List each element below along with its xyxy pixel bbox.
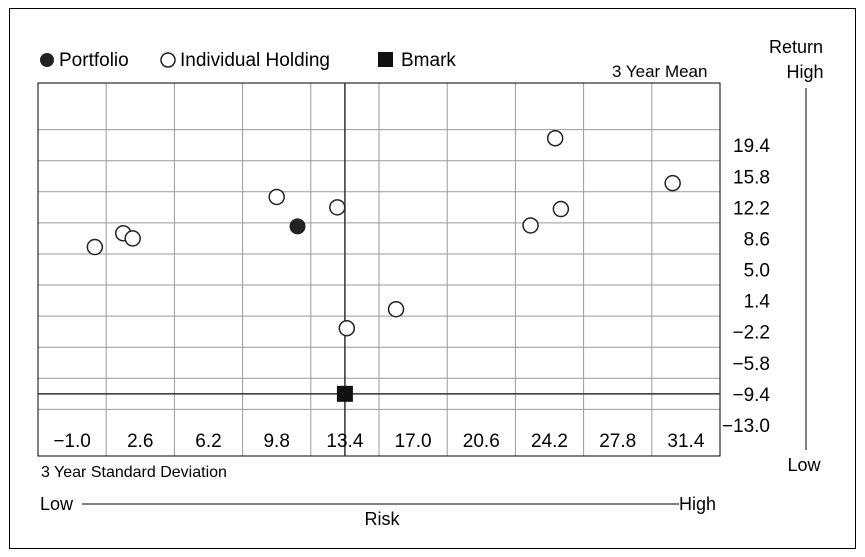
holding-point [546,130,564,147]
return-label: Return [769,37,823,57]
y-axis-label: 3 Year Mean [612,62,707,81]
risk-label: Risk [365,509,401,529]
risk-low-label: Low [40,494,74,514]
legend-bmark-label: Bmark [401,50,456,71]
legend-portfolio-label: Portfolio [59,50,129,71]
x-tick-label: 9.8 [263,431,289,452]
x-tick-label: −1.0 [53,431,91,452]
legend-holding-marker [160,52,176,68]
return-high-label: High [786,62,823,82]
x-tick-label: 31.4 [667,431,704,452]
holding-point [338,319,356,337]
holding-point [664,174,681,192]
y-tick-labels: 19.4 15.8 12.2 8.6 5.0 1.4 −2.2 −5.8 −9.4 −13.0 [722,136,771,437]
grid [38,83,720,456]
y-tick-label: 19.4 [733,136,770,157]
bmark-point [336,385,353,402]
x-tick-label: 13.4 [326,431,363,452]
legend-portfolio-marker [40,53,54,67]
x-tick-label: 27.8 [599,431,636,452]
holding-point [268,188,285,206]
y-tick-label: 8.6 [744,229,770,250]
holding-point [387,300,405,318]
y-tick-label: −5.8 [732,354,770,375]
x-tick-label: 6.2 [195,431,221,452]
x-tick-label: 20.6 [463,431,500,452]
x-tick-label: 17.0 [395,431,432,452]
plot-area-border [37,82,721,457]
data-points [86,130,681,402]
portfolio-point [289,218,306,235]
return-low-label: Low [787,455,821,475]
x-tick-labels: −1.0 2.6 6.2 9.8 13.4 17.0 20.6 24.2 27.8 31.4 [53,431,704,452]
holding-point [124,230,141,247]
x-axis-label: 3 Year Standard Deviation [41,464,227,481]
holding-point [86,238,104,256]
x-tick-label: 24.2 [531,431,568,452]
risk-high-label: High [679,494,716,514]
chart-frame [9,8,856,549]
y-tick-label: 12.2 [733,198,770,219]
y-tick-label: 15.8 [733,167,770,188]
x-tick-label: 2.6 [127,431,153,452]
holding-point [552,200,570,218]
y-tick-label: −13.0 [722,416,770,437]
legend: Portfolio Individual Holding Bmark [40,50,456,71]
y-tick-label: −2.2 [732,323,770,344]
y-tick-label: 1.4 [744,292,771,313]
y-tick-label: −9.4 [732,385,770,406]
y-tick-label: 5.0 [744,261,770,282]
holding-point [329,199,346,216]
holding-point [522,217,539,234]
legend-holding-label: Individual Holding [180,50,330,71]
legend-bmark-marker [378,52,393,67]
